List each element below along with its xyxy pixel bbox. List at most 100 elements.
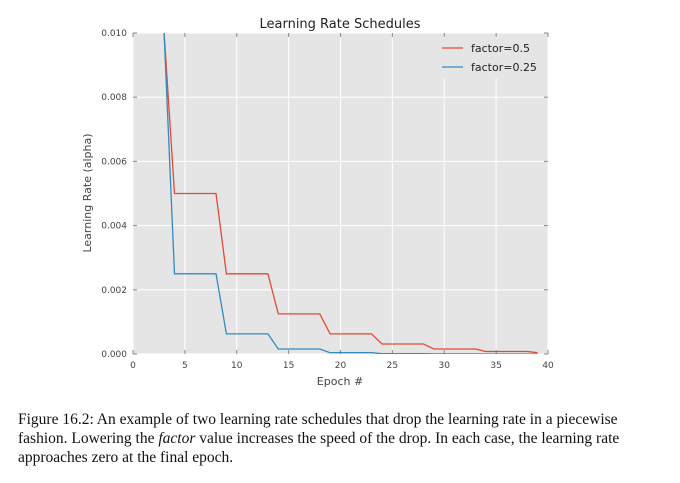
x-axis-label: Epoch #: [317, 375, 363, 388]
data-point-factor=0.25: [453, 353, 455, 355]
data-point-factor=0.25: [225, 333, 227, 335]
series-layer: [163, 32, 538, 355]
data-point-factor=0.25: [298, 348, 300, 350]
data-point-factor=0.25: [236, 333, 238, 335]
data-point-factor=0.25: [422, 353, 424, 355]
x-axis-ticks: 0 5 10 15 20 25 30 35 40: [130, 33, 554, 371]
data-point-factor=0.5: [256, 273, 258, 275]
data-point-factor=0.5: [422, 343, 424, 345]
data-point-factor=0.5: [453, 348, 455, 350]
y-tick-label: 0.010: [101, 29, 127, 39]
data-point-factor=0.25: [173, 273, 175, 275]
data-point-factor=0.25: [184, 273, 186, 275]
data-point-factor=0.5: [485, 350, 487, 352]
data-point-factor=0.5: [360, 333, 362, 335]
data-point-factor=0.25: [516, 353, 518, 355]
data-point-factor=0.5: [184, 192, 186, 194]
data-point-factor=0.5: [215, 192, 217, 194]
x-tick-label: 25: [387, 361, 398, 371]
x-tick-label: 40: [542, 361, 554, 371]
data-point-factor=0.25: [464, 353, 466, 355]
chart-title: Learning Rate Schedules: [259, 17, 420, 32]
data-point-factor=0.25: [443, 353, 445, 355]
data-point-factor=0.25: [277, 348, 279, 350]
x-tick-label: 35: [490, 361, 501, 371]
data-point-factor=0.5: [287, 313, 289, 315]
data-point-factor=0.5: [225, 273, 227, 275]
data-point-factor=0.5: [339, 333, 341, 335]
y-tick-label: 0.008: [101, 93, 127, 103]
series-line-factor=0.25: [163, 33, 538, 354]
caption-emphasis: factor: [158, 430, 196, 447]
data-point-factor=0.25: [474, 353, 476, 355]
data-point-factor=0.5: [173, 192, 175, 194]
data-point-factor=0.5: [412, 343, 414, 345]
data-point-factor=0.25: [246, 333, 248, 335]
data-point-factor=0.25: [329, 352, 331, 354]
data-point-factor=0.5: [267, 273, 269, 275]
data-point-factor=0.25: [495, 353, 497, 355]
data-point-factor=0.25: [339, 352, 341, 354]
data-point-factor=0.25: [350, 352, 352, 354]
data-point-factor=0.5: [464, 348, 466, 350]
data-point-factor=0.25: [412, 353, 414, 355]
x-tick-label: 5: [182, 361, 188, 371]
data-point-factor=0.5: [391, 343, 393, 345]
data-point-factor=0.5: [194, 192, 196, 194]
data-point-factor=0.25: [370, 352, 372, 354]
data-point-factor=0.5: [204, 192, 206, 194]
caption-prefix: Figure 16.2: An example of two learning …: [18, 411, 618, 447]
data-point-factor=0.25: [536, 353, 538, 355]
data-point-factor=0.5: [433, 348, 435, 350]
x-tick-label: 15: [283, 361, 294, 371]
x-tick-label: 20: [335, 361, 347, 371]
data-point-factor=0.5: [443, 348, 445, 350]
data-point-factor=0.25: [163, 32, 165, 34]
x-tick-label: 0: [130, 361, 136, 371]
y-tick-label: 0.000: [101, 350, 127, 360]
figure-caption: Figure 16.2: An example of two learning …: [18, 410, 663, 467]
data-point-factor=0.25: [391, 353, 393, 355]
data-point-factor=0.5: [381, 343, 383, 345]
data-point-factor=0.5: [402, 343, 404, 345]
x-tick-label: 10: [231, 361, 243, 371]
legend-label-factor-0.5: factor=0.5: [471, 42, 530, 55]
data-point-factor=0.25: [505, 353, 507, 355]
data-point-factor=0.25: [204, 273, 206, 275]
data-point-factor=0.25: [485, 353, 487, 355]
data-point-factor=0.25: [381, 353, 383, 355]
data-point-factor=0.5: [505, 350, 507, 352]
data-point-factor=0.25: [526, 353, 528, 355]
y-tick-label: 0.002: [101, 286, 127, 296]
data-point-factor=0.5: [298, 313, 300, 315]
data-point-factor=0.5: [236, 273, 238, 275]
data-point-factor=0.25: [319, 348, 321, 350]
data-point-factor=0.25: [308, 348, 310, 350]
data-point-factor=0.25: [215, 273, 217, 275]
legend-label-factor-0.25: factor=0.25: [471, 61, 537, 74]
data-point-factor=0.5: [495, 350, 497, 352]
data-point-factor=0.5: [308, 313, 310, 315]
data-point-factor=0.5: [350, 333, 352, 335]
legend: factor=0.5 factor=0.25: [433, 38, 543, 78]
x-tick-label: 30: [439, 361, 451, 371]
data-point-factor=0.5: [329, 333, 331, 335]
data-point-factor=0.5: [474, 348, 476, 350]
data-point-factor=0.25: [360, 352, 362, 354]
y-tick-label: 0.006: [101, 157, 127, 167]
data-point-factor=0.5: [516, 350, 518, 352]
y-tick-label: 0.004: [101, 222, 127, 232]
data-point-factor=0.25: [402, 353, 404, 355]
data-point-factor=0.5: [526, 350, 528, 352]
data-point-factor=0.25: [267, 333, 269, 335]
caption-suffix: value increases the speed of the drop. I…: [18, 430, 620, 466]
data-point-factor=0.5: [370, 333, 372, 335]
data-point-factor=0.25: [433, 353, 435, 355]
learning-rate-chart: 0 5 10 15 20 25 30 35 40 0.0000.0020.0040.0060.0…: [81, 17, 554, 388]
data-point-factor=0.5: [246, 273, 248, 275]
data-point-factor=0.25: [256, 333, 258, 335]
data-point-factor=0.25: [194, 273, 196, 275]
data-point-factor=0.5: [319, 313, 321, 315]
y-axis-label: Learning Rate (alpha): [81, 133, 94, 252]
y-axis-ticks: 0.000 0.002 0.004 0.006 0.008 0.010: [101, 29, 548, 360]
